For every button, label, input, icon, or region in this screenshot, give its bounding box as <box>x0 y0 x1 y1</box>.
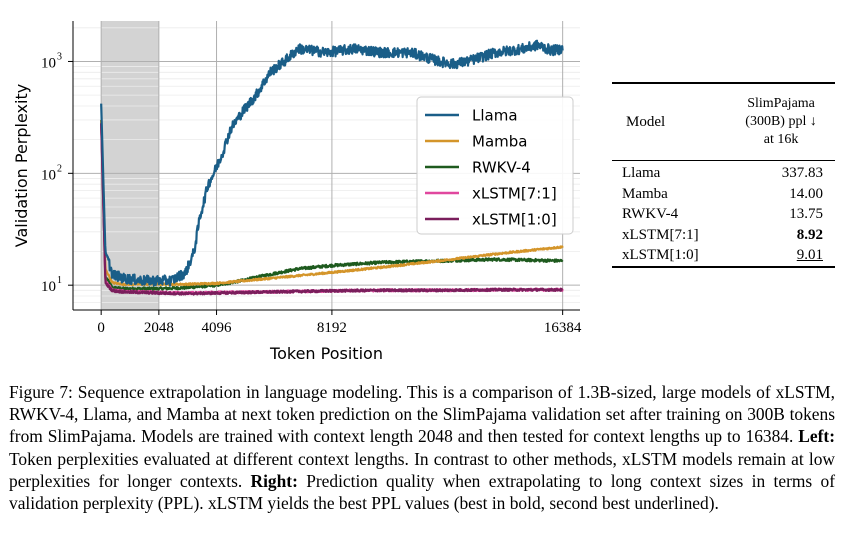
table-cell-value-best: 8.92 <box>796 226 823 243</box>
legend-label: Llama <box>472 107 518 125</box>
caption-text-3: Prediction quality when extrapolating to… <box>9 470 835 514</box>
table-cell-model: xLSTM[1:0] <box>622 247 699 264</box>
legend-label: xLSTM[1:0] <box>472 211 557 229</box>
caption-left-label: Left: <box>798 426 835 447</box>
x-tick-label: 8192 <box>317 320 347 336</box>
training-context-region <box>101 21 159 310</box>
series-line-RWKV-4 <box>100 119 564 292</box>
table-cell-value: 14.00 <box>789 185 823 202</box>
x-tick-label: 2048 <box>144 320 174 336</box>
x-tick-label: 0 <box>97 320 105 336</box>
table-row: Mamba 14.00 <box>612 184 835 205</box>
table-header-metric-line-2: (300B) ppl ↓ <box>745 114 817 129</box>
table-cell-model: RWKV-4 <box>622 206 679 223</box>
table-header-metric-line-3: at 16k <box>763 132 799 147</box>
table-cell-model: Mamba <box>622 185 668 202</box>
table-cell-value-second: 9.01 <box>731 245 835 267</box>
table-cell-model: xLSTM[7:1] <box>622 226 699 243</box>
table-header-model: Model <box>626 113 666 130</box>
y-tick-exponent: 1 <box>57 275 62 286</box>
underlined-value: 9.01 <box>796 247 823 264</box>
y-tick-label: 10 <box>41 279 56 295</box>
x-tick-label: 16384 <box>544 320 582 336</box>
table-row: Llama 337.83 <box>612 161 835 184</box>
caption-right-label: Right: <box>250 470 298 491</box>
table-header-metric-line-1: SlimPajama <box>747 96 815 111</box>
table-cell-value: 337.83 <box>781 165 823 182</box>
table-row: RWKV-4 13.75 <box>612 204 835 225</box>
legend-label: xLSTM[7:1] <box>472 185 557 203</box>
perplexity-table: Model SlimPajama (300B) ppl ↓ at 16k Lla… <box>612 82 835 268</box>
table-row: xLSTM[1:0] 9.01 <box>612 245 835 267</box>
table-header-metric: SlimPajama (300B) ppl ↓ at 16k <box>731 83 835 161</box>
x-tick-label: 4096 <box>202 320 233 336</box>
y-tick-exponent: 3 <box>57 51 62 62</box>
caption-text-2: Token perplexities evaluated at differen… <box>9 448 835 491</box>
caption-text-1: Figure 7: Sequence extrapolation in lang… <box>9 382 835 447</box>
legend-box <box>416 96 574 235</box>
table-cell-value: 13.75 <box>789 206 823 223</box>
figure-caption: Figure 7: Sequence extrapolation in lang… <box>9 381 835 514</box>
y-axis-label: Validation Perplexity <box>12 84 31 247</box>
series-line-Llama <box>100 39 564 287</box>
y-tick-label: 10 <box>41 55 56 71</box>
y-tick-exponent: 2 <box>57 163 62 174</box>
table-cell-model: Llama <box>622 165 661 182</box>
legend-label: Mamba <box>472 133 527 151</box>
x-axis-label: Token Position <box>269 344 383 363</box>
series-line-Mamba <box>100 119 564 287</box>
table-row: xLSTM[7:1] 8.92 <box>612 225 835 246</box>
legend-label: RWKV-4 <box>472 159 531 177</box>
y-tick-label: 10 <box>41 167 56 183</box>
series-line-xLSTM[1:0] <box>100 123 564 296</box>
